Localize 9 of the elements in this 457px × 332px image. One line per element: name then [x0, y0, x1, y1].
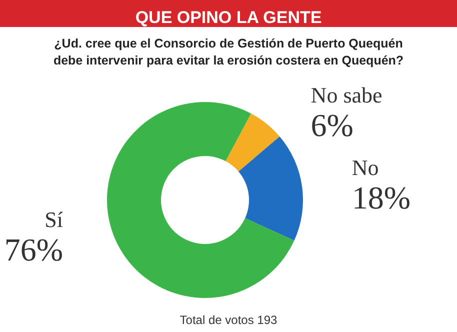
- chart-subtitle: ¿Ud. cree que el Consorcio de Gestión de Puerto Quequén debe intervenir para evitar la erosión costera en Quequén?: [53, 36, 404, 68]
- chart-title: QUE OPINO LA GENTE: [135, 8, 322, 27]
- slice-label: No sabe: [310, 82, 382, 108]
- slice-label: No: [352, 154, 379, 180]
- data-label: 6%: [310, 106, 354, 143]
- text: Total de votos 193: [180, 313, 278, 327]
- data-label: 18%: [352, 179, 411, 216]
- slice-label: Sí: [44, 206, 64, 232]
- data-label: 76%: [4, 231, 64, 268]
